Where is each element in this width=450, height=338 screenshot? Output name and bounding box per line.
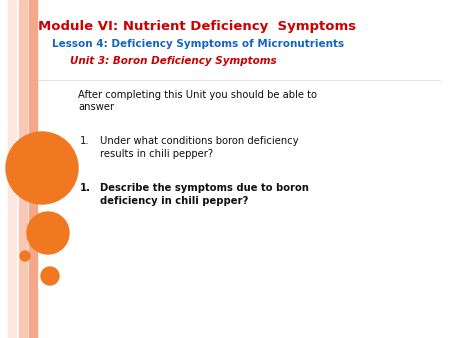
Circle shape [27, 212, 69, 254]
Text: Lesson 4: Deficiency Symptoms of Micronutrients: Lesson 4: Deficiency Symptoms of Micronu… [52, 39, 344, 49]
Text: Under what conditions boron deficiency
results in chili pepper?: Under what conditions boron deficiency r… [100, 136, 299, 159]
Text: 1.: 1. [80, 183, 91, 193]
Circle shape [6, 132, 78, 204]
Text: Module VI: Nutrient Deficiency  Symptoms: Module VI: Nutrient Deficiency Symptoms [38, 20, 356, 33]
Bar [29, 0, 37, 338]
Text: Unit 3: Boron Deficiency Symptoms: Unit 3: Boron Deficiency Symptoms [70, 56, 277, 66]
Bar [8, 0, 16, 338]
Text: 1.: 1. [80, 136, 90, 146]
Text: Describe the symptoms due to boron
deficiency in chili pepper?: Describe the symptoms due to boron defic… [100, 183, 309, 206]
Circle shape [20, 251, 30, 261]
Text: After completing this Unit you should be able to
answer: After completing this Unit you should be… [78, 90, 317, 113]
Circle shape [41, 267, 59, 285]
Bar [19, 0, 27, 338]
